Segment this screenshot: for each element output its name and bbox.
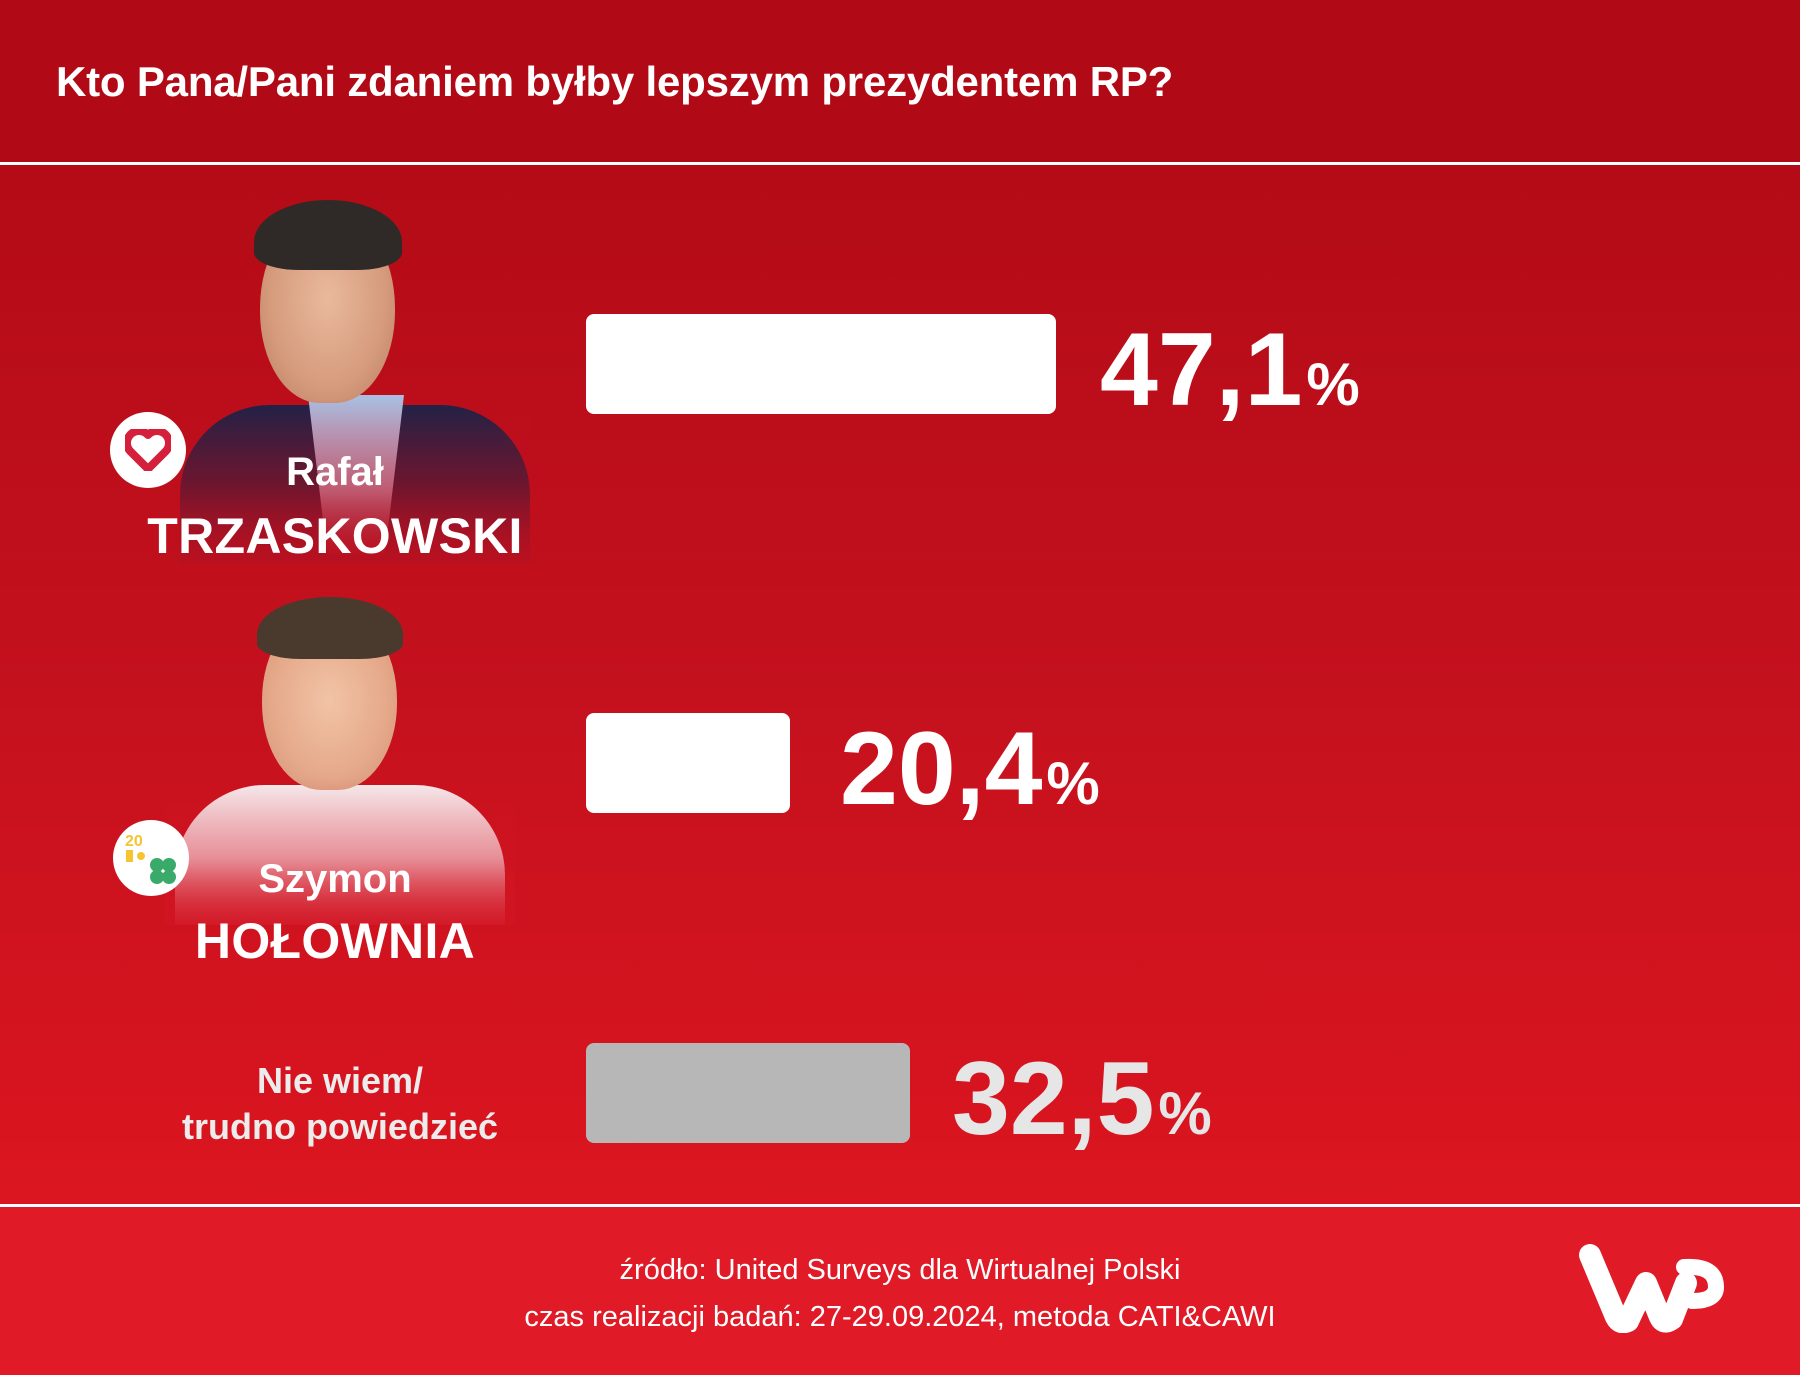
value-number: 32,5 <box>952 1041 1155 1157</box>
candidate-first-name: Szymon <box>258 857 412 901</box>
value-other: 32,5% <box>952 1047 1212 1151</box>
hair <box>257 597 403 659</box>
header-divider <box>0 162 1800 165</box>
value-number: 20,4 <box>840 711 1043 827</box>
wp-logo <box>1576 1243 1726 1338</box>
candidate-first-name: Rafał <box>286 450 384 494</box>
value-number: 47,1 <box>1100 312 1303 428</box>
header: Kto Pana/Pani zdaniem byłby lepszym prez… <box>0 0 1800 162</box>
footer <box>0 1207 1800 1375</box>
value-trzaskowski: 47,1% <box>1100 318 1360 422</box>
chart-title: Kto Pana/Pani zdaniem byłby lepszym prez… <box>56 58 1174 105</box>
other-label-line1: Nie wiem/ <box>256 1060 424 1101</box>
candidate-last-name: HOŁOWNIA <box>194 913 476 969</box>
bar-other <box>586 1043 910 1143</box>
candidate-photo-holownia <box>165 595 515 925</box>
hair <box>254 200 402 270</box>
svg-text:20: 20 <box>125 833 143 850</box>
photo-fade <box>180 398 530 565</box>
footer-divider <box>0 1204 1800 1207</box>
photo-fade <box>165 776 515 925</box>
party-badge-ko <box>110 412 186 488</box>
other-label: Nie wiem/ trudno powiedzieć <box>140 1058 540 1150</box>
source-text: źródło: United Surveys dla Wirtualnej Po… <box>619 1254 1181 1286</box>
value-unit: % <box>1046 750 1100 817</box>
party-badge-polska2050: 20 <box>113 820 189 896</box>
method-text: czas realizacji badań: 27-29.09.2024, me… <box>524 1301 1276 1333</box>
value-unit: % <box>1158 1080 1212 1147</box>
bar-holownia <box>586 713 790 813</box>
value-holownia: 20,4% <box>840 717 1100 821</box>
other-label-line2: trudno powiedzieć <box>181 1106 498 1147</box>
wp-logo-icon <box>1579 1244 1725 1334</box>
polska-2050-clover-icon: 20 <box>125 833 176 884</box>
bar-trzaskowski <box>586 314 1056 414</box>
candidate-last-name: TRZASKOWSKI <box>147 508 523 564</box>
heart-icon <box>125 429 171 471</box>
candidate-photo-trzaskowski <box>180 195 530 565</box>
value-unit: % <box>1306 351 1360 418</box>
